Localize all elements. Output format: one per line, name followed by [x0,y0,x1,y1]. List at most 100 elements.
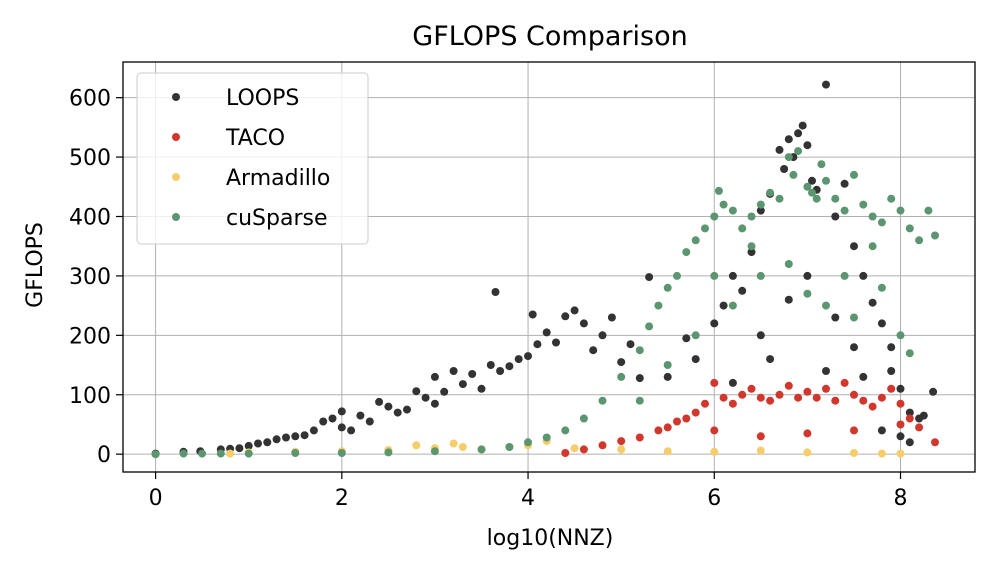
loops-point [384,402,393,411]
armadillo-point [617,445,626,454]
taco-point [617,437,626,446]
loops-point [784,135,793,144]
loops-point [747,248,756,257]
taco-point [831,396,840,405]
taco-point [868,402,877,411]
loops-point [337,423,346,432]
loops-point [486,361,495,369]
cusparse-point [803,182,812,191]
taco-point [561,449,570,457]
taco-point [931,438,939,447]
cusparse-point [887,194,896,203]
armadillo-point [412,441,421,450]
cusparse-point [789,170,798,179]
loops-point [375,397,384,406]
loops-point [868,298,877,307]
cusparse-point [728,301,737,310]
cusparse-point [924,206,933,215]
x-tick-label: 6 [707,486,721,511]
loops-point [412,387,421,396]
loops-point [877,319,886,328]
loops-point [524,352,532,361]
loops-point [309,426,318,435]
loops-point [850,242,858,251]
cusparse-point [384,448,393,457]
loops-point [766,355,775,364]
legend-label-armadillo: Armadillo [226,166,330,191]
loops-point [887,367,896,375]
loops-point [440,387,449,396]
legend-marker-taco [172,133,180,141]
loops-point [780,165,789,173]
loops-point [840,179,849,188]
cusparse-point [850,313,858,322]
armadillo-point [449,439,458,448]
cusparse-point [868,242,877,251]
taco-point [887,384,896,393]
cusparse-point [561,426,570,435]
y-tick-label: 0 [97,443,111,468]
plot-frame [122,61,976,473]
loops-point [337,407,346,416]
loops-point [458,380,467,389]
loops-point [430,372,439,381]
axes: 0 2 4 6 8 0 100 200 300 400 500 600 [69,87,908,511]
series-cusparse [151,147,939,459]
loops-point [808,176,816,185]
cusparse-point [663,361,672,369]
loops-point [822,367,830,375]
cusparse-point [691,331,700,340]
taco-point [850,390,858,399]
cusparse-point [673,271,681,280]
armadillo-point [850,449,858,457]
cusparse-point [747,212,756,221]
cusparse-point [505,443,514,451]
loops-point [803,271,812,280]
taco-point [663,423,672,432]
loops-point [589,346,598,355]
cusparse-point [635,346,644,355]
y-tick-label: 200 [69,324,111,349]
cusparse-point [931,231,939,240]
cusparse-point [808,188,816,197]
cusparse-point [663,283,672,292]
loops-point [505,362,514,371]
taco-point [635,433,644,442]
taco-point [738,390,747,399]
legend-marker-loops [172,93,180,101]
x-tick-label: 0 [149,486,163,511]
loops-point [635,374,644,383]
legend-box [136,72,369,245]
taco-point [915,423,924,432]
loops-point [803,141,812,150]
loops-point [570,306,579,315]
taco-point [896,399,905,408]
taco-point [756,432,765,441]
loops-point [430,399,439,408]
cusparse-point [822,301,830,310]
loops-point [514,355,523,364]
cusparse-point [756,271,765,280]
armadillo-point [896,449,905,458]
loops-point [905,438,914,447]
taco-point [840,378,849,387]
loops-point [282,433,290,442]
loops-point [403,405,411,414]
loops-point [542,328,551,337]
cusparse-point [850,170,858,179]
legend-label-taco: TACO [225,126,285,151]
cusparse-point [645,322,654,331]
loops-point [347,426,356,435]
loops-point [491,288,500,296]
cusparse-point [682,248,691,257]
loops-point [617,358,626,367]
loops-point [528,310,537,319]
cusparse-point [817,160,826,169]
loops-point [905,408,914,417]
cusparse-point [714,186,723,195]
loops-point [719,301,728,310]
taco-point [803,387,812,396]
cusparse-point [877,218,886,227]
cusparse-point [291,449,300,457]
